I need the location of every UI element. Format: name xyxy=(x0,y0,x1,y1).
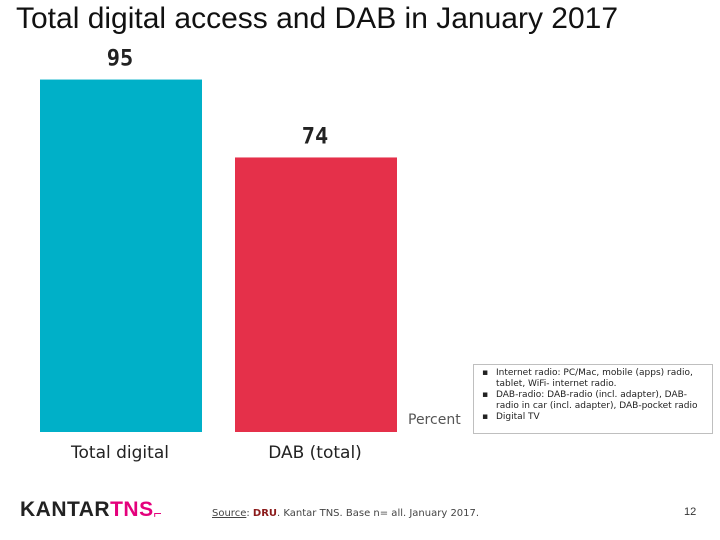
source-note: Source: DRU. Kantar TNS. Base n= all. Ja… xyxy=(212,508,479,519)
definition-item: ▪ Digital TV xyxy=(482,412,540,422)
source-text: . Kantar TNS. Base n= all. January 2017. xyxy=(277,508,480,519)
category-label: Total digital xyxy=(70,443,169,463)
definition-item: ▪ DAB-radio: DAB-radio (incl. adapter), D… xyxy=(482,390,698,411)
page-number: 12 xyxy=(684,506,697,518)
logo-tns-text: TNS xyxy=(110,498,154,521)
page-title: Total digital access and DAB in January … xyxy=(16,2,619,35)
definition-text: Internet radio: PC/Mac, mobile (apps) ra… xyxy=(496,368,693,389)
logo-kantar-text: KANTAR xyxy=(20,498,111,521)
data-label: 74 xyxy=(302,124,329,149)
data-label: 95 xyxy=(107,47,134,72)
category-label: DAB (total) xyxy=(268,443,362,463)
unit-label: Percent xyxy=(408,412,461,428)
definition-text: DAB-radio: DAB-radio (incl. adapter), DA… xyxy=(496,390,698,411)
logo-corner-icon: ⌐ xyxy=(153,505,163,521)
definition-item: ▪ Internet radio: PC/Mac, mobile (apps) r… xyxy=(482,368,693,389)
bar-chart: 95 Total digital 74 DAB (total) xyxy=(40,47,397,463)
definitions-box: ▪ Internet radio: PC/Mac, mobile (apps) r… xyxy=(473,364,713,434)
source-label: Source xyxy=(212,508,247,519)
bar-dab-total xyxy=(235,157,397,432)
source-name: DRU xyxy=(252,508,278,519)
definition-text: Digital TV xyxy=(496,412,540,422)
kantar-tns-logo: KANTARTNS⌐ xyxy=(20,498,162,522)
bar-total-digital xyxy=(40,79,202,433)
source-separator: : xyxy=(246,508,253,519)
